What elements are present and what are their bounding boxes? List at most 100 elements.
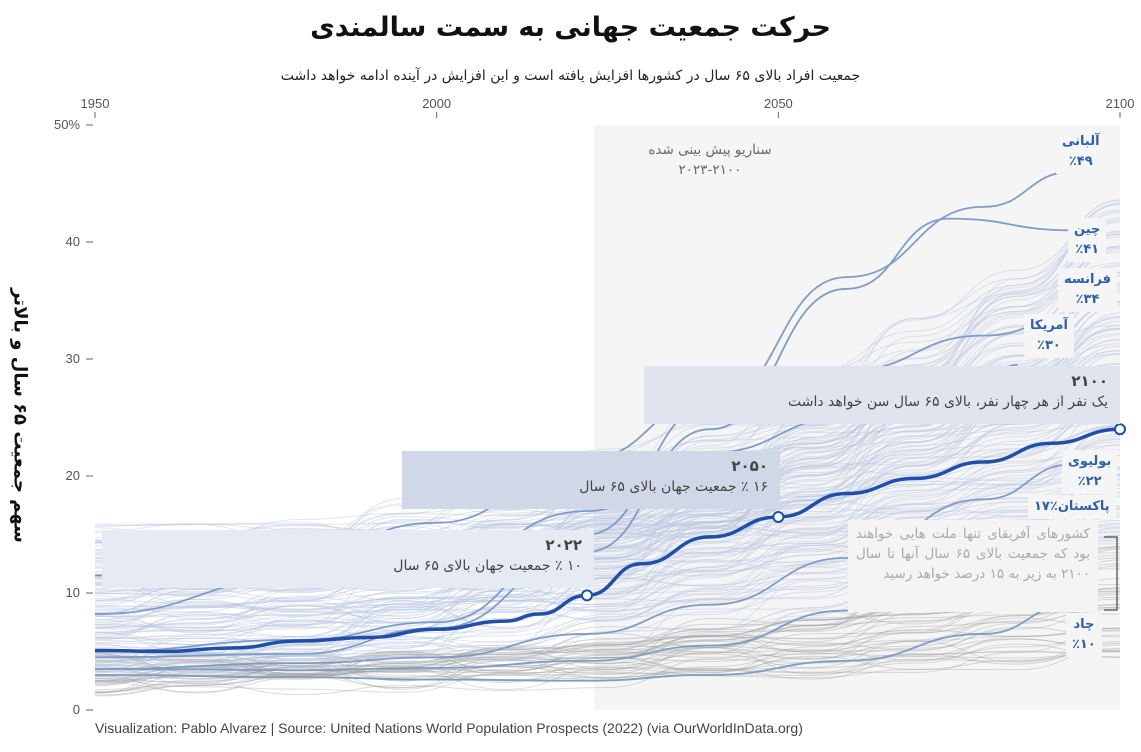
projection-range: ۲۰۲۳-۲۱۰۰ [678,162,742,178]
country-line [94,603,1121,673]
country-line [94,626,1121,684]
country-line [94,403,1121,552]
country-line [94,433,1121,629]
country-line [94,638,1121,685]
country-line [94,604,1121,690]
country-line [94,325,1121,679]
country-value: ٪۳۰ [1037,338,1061,353]
country-line [94,221,1121,634]
annotation-text: یک نفر از هر چهار نفر، بالای ۶۵ سال سن خ… [787,394,1108,410]
country-line [94,650,1121,676]
world-line [94,427,1121,654]
country-line [94,396,1121,629]
country-label: آمریکا ٪۳۰ [1024,314,1074,358]
y-tick-label: 10 [66,585,80,600]
country-name: چین [1074,222,1101,237]
country-label: چین ٪۴۱ [1068,218,1107,262]
country-line [94,641,1121,689]
annotation-year: ۲۰۵۰ [731,457,768,475]
annotation-text: ۱۶ ٪ جمعیت جهان بالای ۶۵ سال [579,479,768,495]
country-line [94,469,1121,633]
x-tick-label: 1950 [81,96,110,111]
country-line [94,424,1121,668]
country-line [94,381,1121,667]
country-label: بولیوی ٪۲۲ [1062,450,1118,494]
world-point-2050 [772,510,785,523]
country-name: بولیوی [1068,454,1112,469]
country-line [94,606,1121,680]
world-point-2022 [581,589,593,602]
country-line [94,202,1121,667]
country-line [94,630,1121,683]
country-line [94,606,1121,680]
country-line [94,264,1121,626]
country-line [94,425,1121,628]
projection-title: سناریو پیش بینی شده [648,142,772,158]
country-line [94,634,1121,680]
annotation-2022: ۲۰۲۲ ۱۰ ٪ جمعیت جهان بالای ۶۵ سال [102,530,594,588]
country-line [94,649,1121,693]
country-line [94,426,1121,544]
country-line [94,638,1121,683]
country-value: ٪۱۰ [1072,637,1096,652]
country-name: آلبانی [1062,134,1100,149]
country-line [94,643,1121,676]
africa-note: کشورهای آفریقای تنها ملت هایی خواهند بود… [848,520,1098,612]
country-line [94,382,1121,603]
y-tick-label: 20 [66,468,80,483]
country-line [94,476,1121,540]
country-label: فرانسه ٪۳۴ [1058,268,1118,312]
country-line [94,598,1121,687]
country-line [94,578,1121,668]
country-line [94,650,1121,693]
annotation-text: ۱۰ ٪ جمعیت جهان بالای ۶۵ سال [393,558,582,574]
country-line [94,426,1121,617]
chart-title: حرکت جمعیت جهانی به سمت سالمندی [310,12,831,43]
country-line [94,610,1121,672]
country-label: چاد ٪۱۰ [1066,613,1102,657]
country-line [94,608,1121,678]
annotation-2100: ۲۱۰۰ یک نفر از هر چهار نفر، بالای ۶۵ سال… [644,366,1120,424]
country-line [94,587,1121,674]
country-line [94,404,1121,681]
projection-label: سناریو پیش بینی شده ۲۰۲۳-۲۱۰۰ [600,140,820,180]
country-line [94,627,1121,694]
africa-bracket [1104,536,1118,611]
country-line [94,366,1121,612]
y-tick-label: 40 [66,234,80,249]
x-tick-label: 2000 [422,96,451,111]
x-tick-label: 2050 [764,96,793,111]
annotation-year: ۲۱۰۰ [1071,372,1108,390]
country-line [94,435,1121,639]
country-line [94,390,1121,666]
country-line-چاد [94,603,1073,682]
y-axis-label: سهم جمعیت ۶۵ سال و بالاتر [9,288,31,543]
country-line [94,589,1121,697]
country-line [94,441,1121,633]
y-tick-label: 30 [66,351,80,366]
country-name: فرانسه [1064,272,1112,287]
country-line [94,642,1121,680]
annotation-2050: ۲۰۵۰ ۱۶ ٪ جمعیت جهان بالای ۶۵ سال [402,451,780,509]
country-line [94,245,1121,640]
chart-subtitle: جمعیت افراد بالای ۶۵ سال در کشورها افزای… [280,68,861,84]
country-line [94,593,1121,675]
country-line [94,199,1121,629]
country-name: آمریکا [1030,318,1068,333]
world-point-2100 [1114,423,1126,436]
country-value: ٪۳۴ [1075,292,1100,307]
country-line [94,395,1121,616]
country-value: ٪۱۷ [1034,499,1058,514]
y-tick-label: 0 [73,702,80,717]
country-line [94,587,1121,672]
country-line-بولیوی [94,463,1073,670]
country-value: ٪۴۱ [1075,242,1100,257]
country-label: آلبانی ٪۴۹ [1056,130,1106,174]
country-name: پاکستان [1057,499,1110,514]
country-line [94,338,1121,672]
country-line [94,651,1121,696]
country-line [94,345,1121,642]
country-line [94,199,1121,629]
annotation-year: ۲۰۲۲ [545,536,582,554]
country-name: چاد [1073,617,1095,632]
